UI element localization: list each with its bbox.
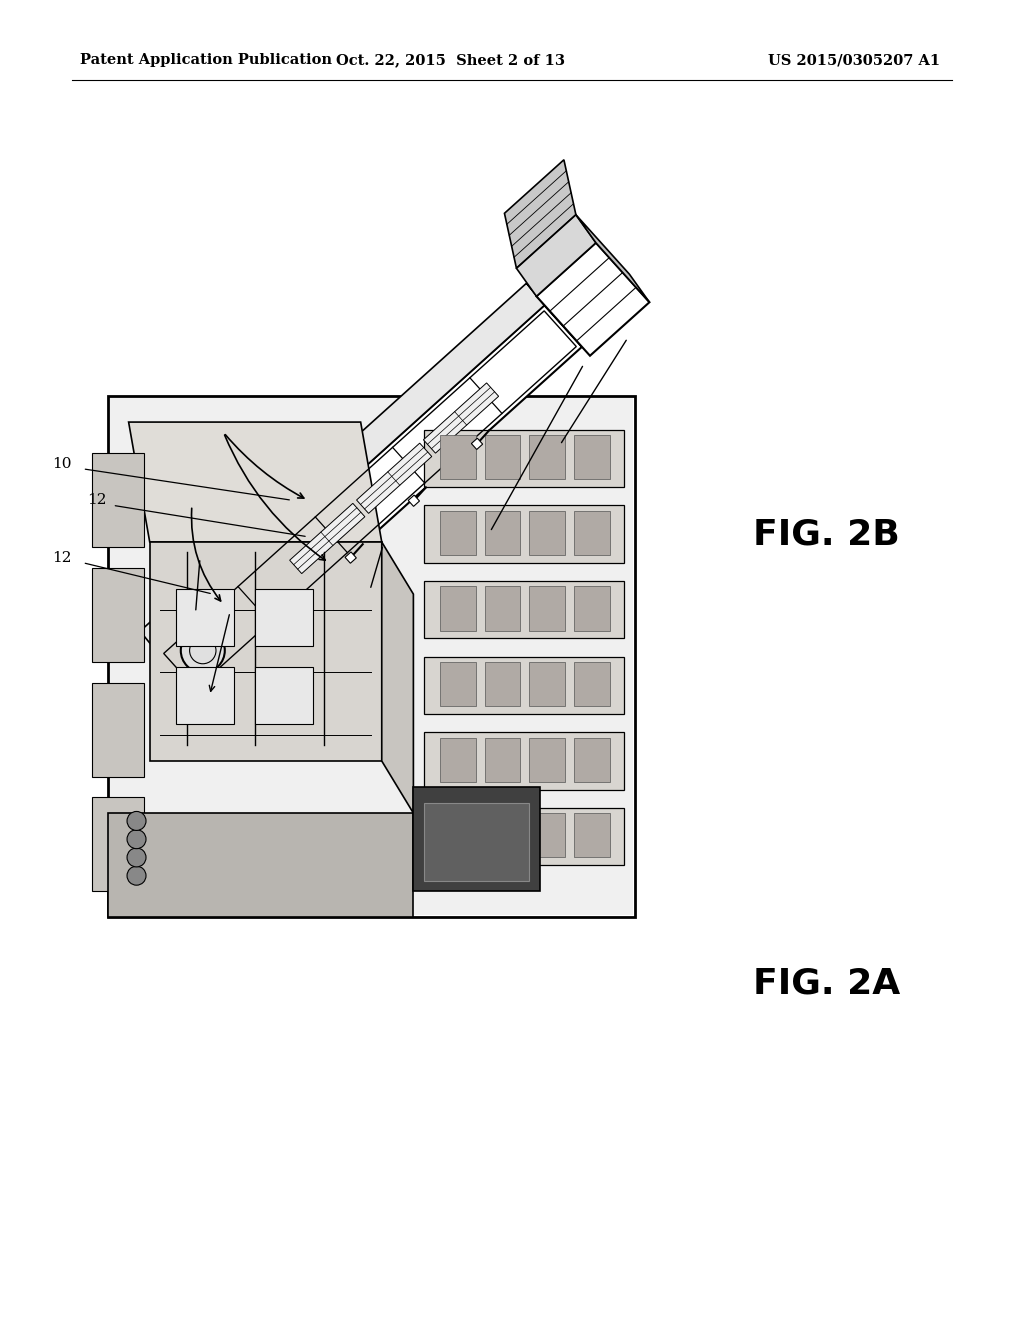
Bar (439, 813, 475, 858)
Bar (574, 436, 610, 479)
Bar (255, 667, 313, 725)
Bar (424, 808, 625, 866)
Bar (529, 511, 565, 554)
Bar (439, 738, 475, 781)
Polygon shape (282, 609, 293, 620)
Text: US 2015/0305207 A1: US 2015/0305207 A1 (768, 53, 940, 67)
Polygon shape (150, 543, 382, 760)
Bar (176, 667, 234, 725)
Bar (529, 661, 565, 706)
Bar (176, 589, 234, 647)
Text: FIG. 2B: FIG. 2B (753, 517, 899, 552)
Bar (529, 738, 565, 781)
Polygon shape (505, 160, 575, 268)
Text: 10: 10 (52, 457, 72, 471)
Polygon shape (129, 422, 382, 543)
Polygon shape (414, 787, 540, 891)
Circle shape (127, 866, 146, 886)
Polygon shape (356, 444, 432, 513)
Bar (574, 738, 610, 781)
Bar (92, 568, 144, 661)
Circle shape (127, 830, 146, 849)
Polygon shape (516, 215, 596, 296)
Polygon shape (537, 243, 649, 356)
Bar (424, 430, 625, 487)
Polygon shape (575, 215, 649, 302)
Bar (484, 661, 520, 706)
Text: 24: 24 (495, 525, 514, 539)
Circle shape (127, 812, 146, 830)
Circle shape (181, 628, 225, 673)
Circle shape (127, 847, 146, 867)
Text: Patent Application Publication: Patent Application Publication (80, 53, 332, 67)
Text: FIG. 2A: FIG. 2A (753, 966, 900, 1001)
Bar (424, 581, 625, 639)
Bar (424, 657, 625, 714)
Polygon shape (382, 543, 414, 813)
Polygon shape (526, 284, 582, 347)
Bar (108, 396, 635, 917)
Polygon shape (158, 305, 582, 694)
Bar (110, 399, 633, 915)
Text: 20: 20 (565, 438, 585, 451)
Polygon shape (424, 383, 499, 453)
Bar (439, 436, 475, 479)
Bar (439, 586, 475, 631)
Text: 16: 16 (375, 583, 394, 597)
Text: 14: 14 (210, 620, 229, 634)
Polygon shape (409, 495, 420, 507)
Bar (574, 661, 610, 706)
Bar (424, 506, 625, 562)
Bar (484, 436, 520, 479)
Bar (484, 813, 520, 858)
Bar (529, 813, 565, 858)
Bar (92, 453, 144, 548)
Polygon shape (108, 813, 414, 917)
Bar (439, 661, 475, 706)
Bar (574, 511, 610, 554)
Bar (92, 797, 144, 891)
Bar (424, 733, 625, 789)
Polygon shape (140, 284, 545, 653)
Bar (574, 813, 610, 858)
Bar (255, 589, 313, 647)
Polygon shape (290, 503, 365, 574)
Bar (529, 436, 565, 479)
Bar (529, 586, 565, 631)
Bar (484, 586, 520, 631)
Text: 12: 12 (87, 494, 108, 507)
Text: 18: 18 (172, 550, 191, 565)
Text: Oct. 22, 2015  Sheet 2 of 13: Oct. 22, 2015 Sheet 2 of 13 (336, 53, 564, 67)
Bar (574, 586, 610, 631)
Polygon shape (471, 438, 482, 450)
Polygon shape (345, 552, 356, 564)
Bar (439, 511, 475, 554)
Bar (484, 738, 520, 781)
Bar (484, 511, 520, 554)
Text: 12: 12 (52, 550, 72, 565)
Bar (92, 682, 144, 776)
Polygon shape (424, 803, 529, 880)
